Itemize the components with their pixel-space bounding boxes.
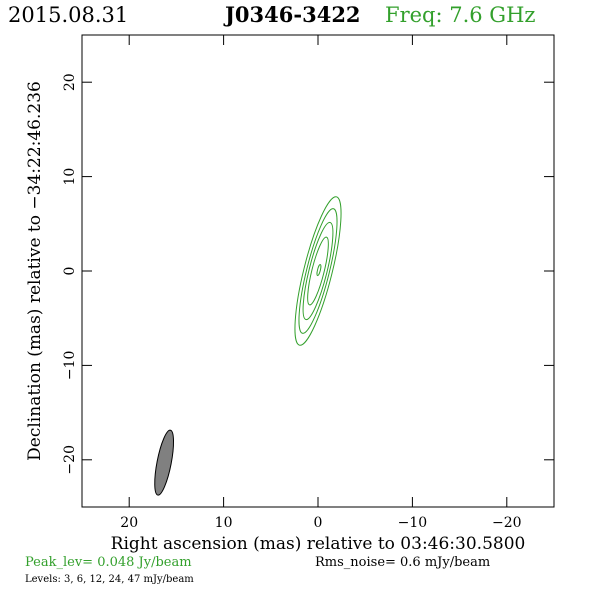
contour-group <box>294 196 342 346</box>
contour-level-47 <box>316 264 322 277</box>
y-tick-label: 10 <box>62 168 78 186</box>
y-tick-label: 20 <box>62 73 78 91</box>
contour-levels: Levels: 3, 6, 12, 24, 47 mJy/beam <box>25 574 194 585</box>
y-tick-label: −20 <box>62 445 78 475</box>
restoring-beam <box>154 429 175 496</box>
x-tick-label: 20 <box>120 515 138 531</box>
frequency-label: Freq: 7.6 GHz <box>385 3 535 27</box>
source-name: J0346-3422 <box>223 2 361 27</box>
contour-level-6 <box>298 208 338 334</box>
contour-level-24 <box>307 236 329 306</box>
contour-level-12 <box>302 221 334 321</box>
plot-frame <box>81 34 555 508</box>
y-tick-label: −10 <box>62 351 78 381</box>
peak-level: Peak_lev= 0.048 Jy/beam <box>25 555 192 570</box>
axis-ticks: 20 10 0 −10 −20 20 10 0 −10 −20 <box>62 35 554 531</box>
beam-group <box>154 429 175 496</box>
x-tick-label: −10 <box>398 515 428 531</box>
rms-noise: Rms_noise= 0.6 mJy/beam <box>315 555 490 570</box>
y-tick-label: 0 <box>62 267 78 276</box>
x-tick-label: −20 <box>492 515 522 531</box>
contour-level-3 <box>294 196 342 346</box>
observation-date: 2015.08.31 <box>8 3 128 27</box>
x-axis-label: Right ascension (mas) relative to 03:46:… <box>111 534 526 554</box>
y-axis-label: Declination (mas) relative to −34:22:46.… <box>25 81 45 461</box>
x-tick-label: 0 <box>314 515 323 531</box>
x-tick-label: 10 <box>215 515 233 531</box>
